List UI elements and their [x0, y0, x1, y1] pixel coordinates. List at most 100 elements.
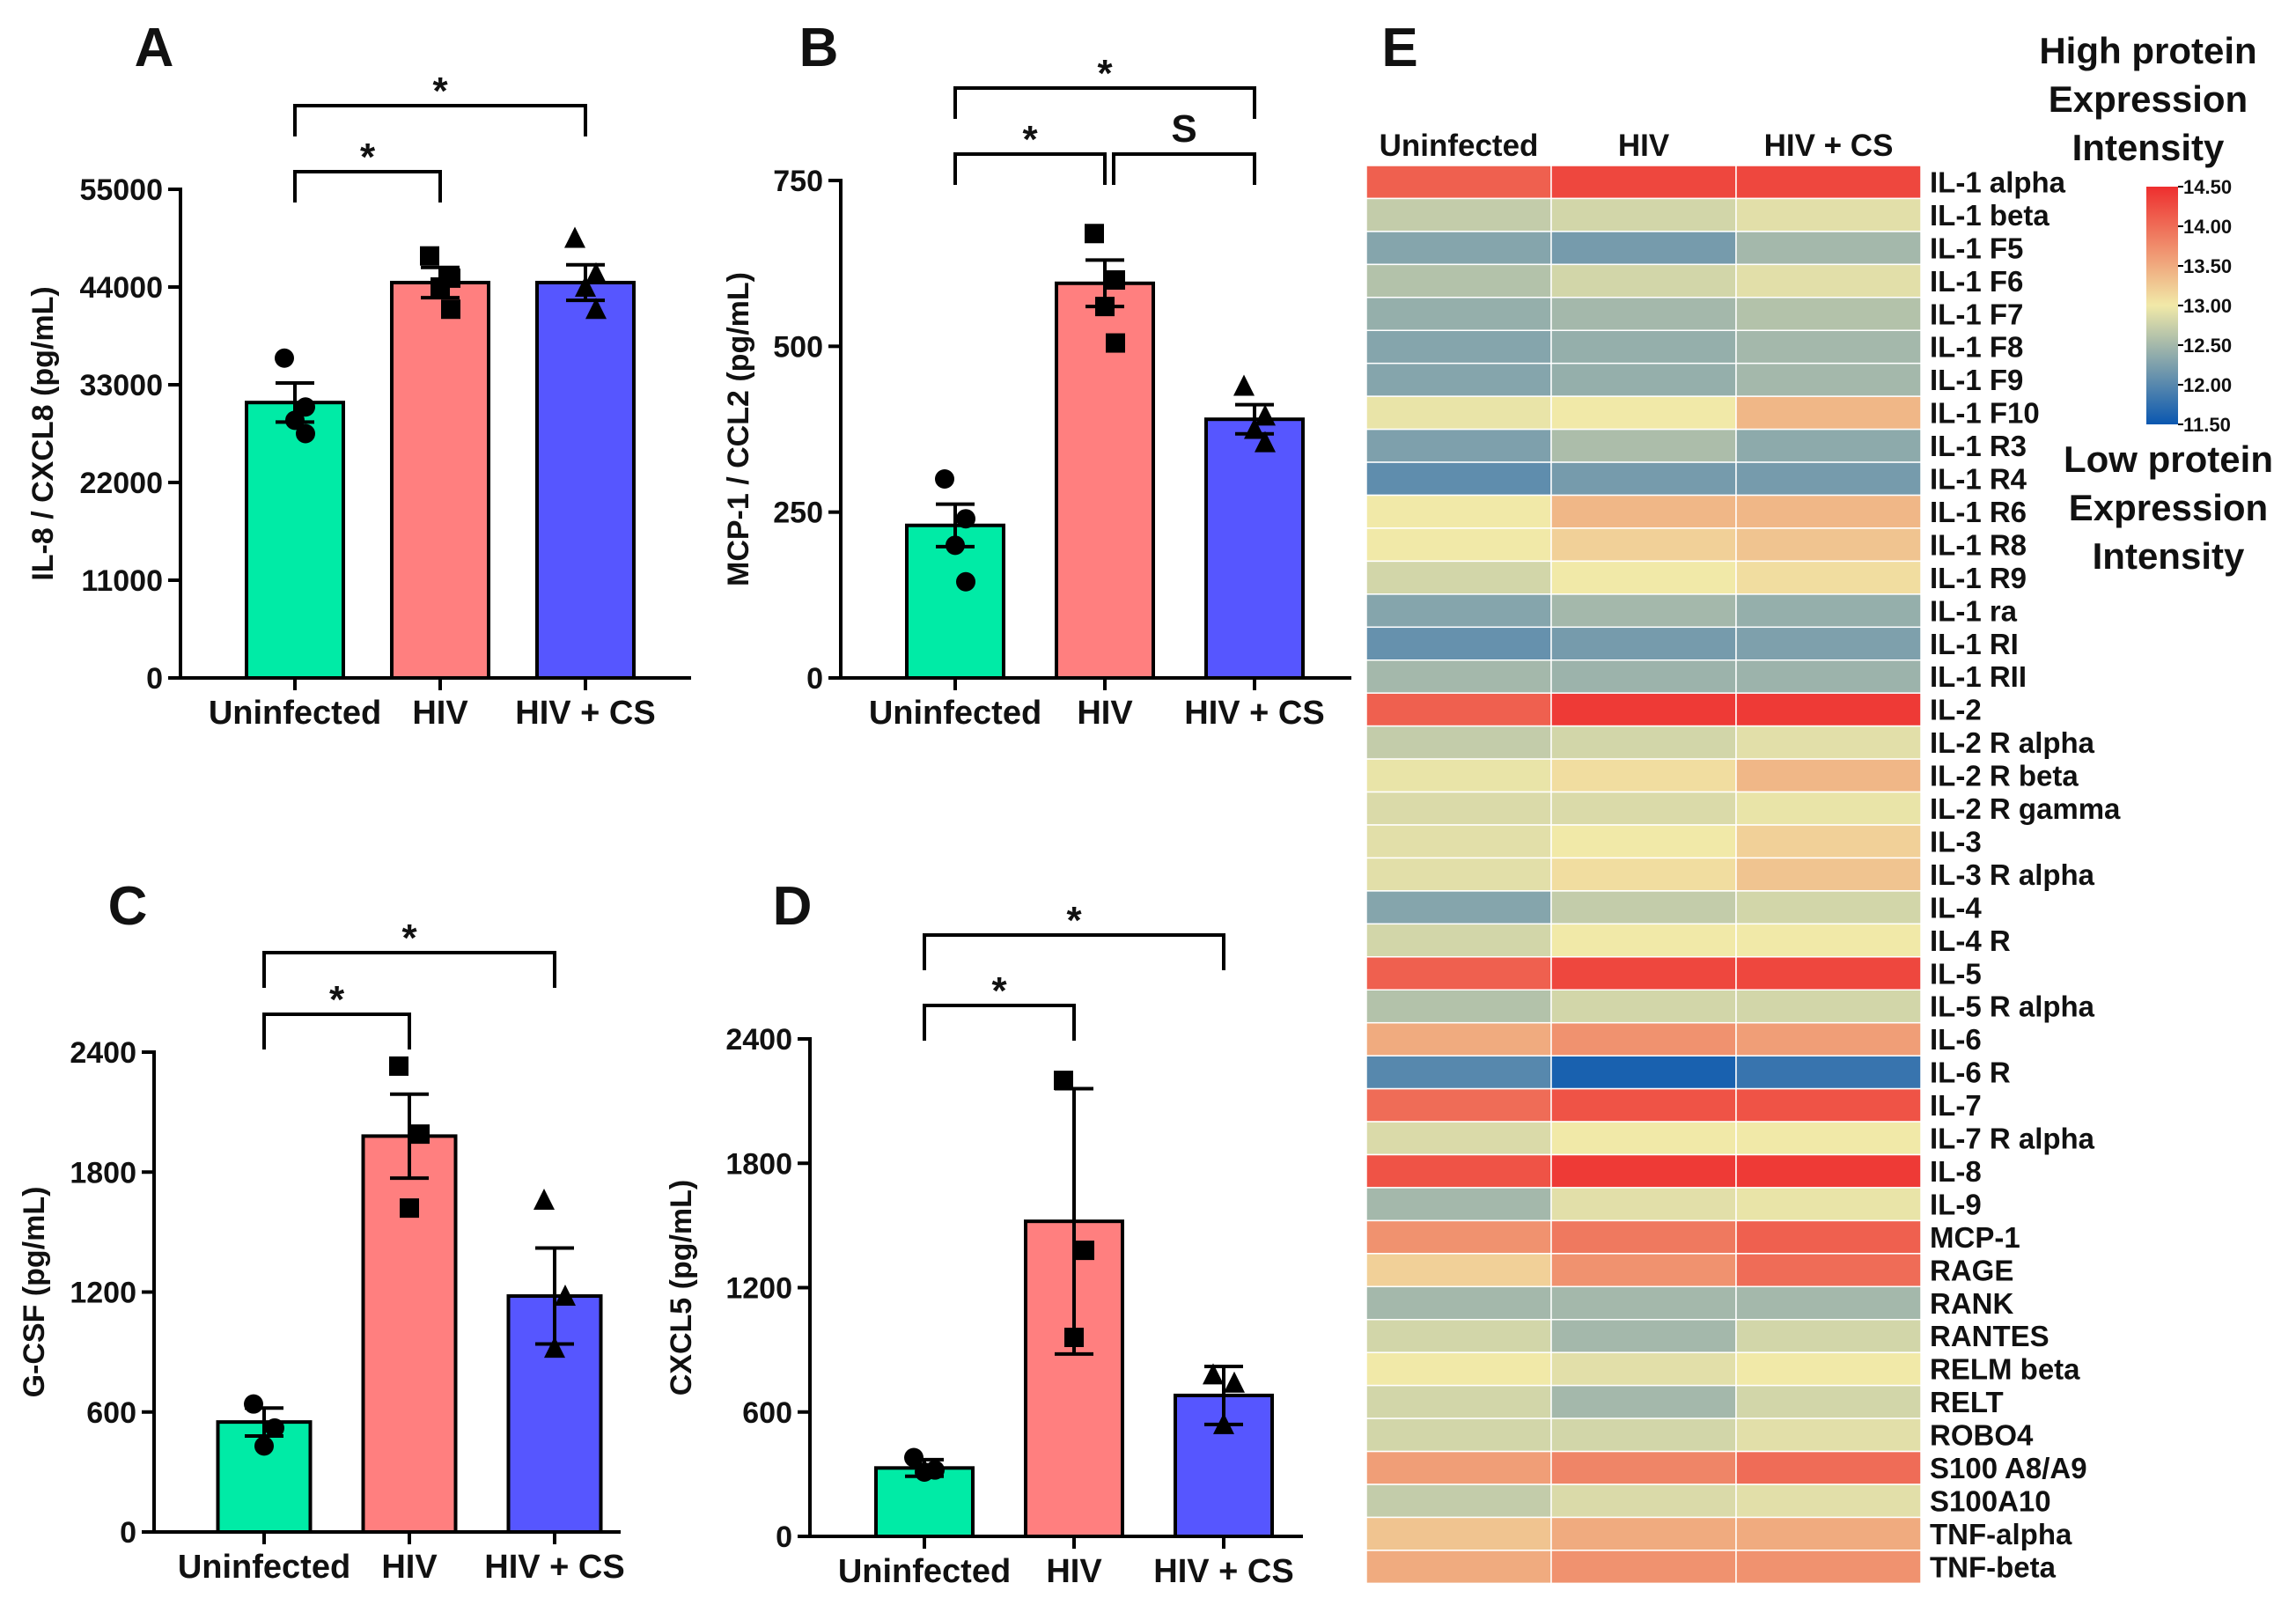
heatmap-cell	[1550, 659, 1737, 694]
heatmap-row-label: IL-1 RI	[1930, 628, 2019, 660]
heatmap-row-label: IL-1 ra	[1930, 594, 2018, 627]
data-point	[1233, 374, 1255, 396]
heatmap-cell	[1550, 758, 1737, 793]
data-point	[420, 246, 439, 266]
data-point	[904, 1447, 924, 1468]
heatmap-row-label: RANK	[1930, 1287, 2013, 1320]
heatmap-cell	[1550, 297, 1737, 331]
data-point	[1106, 333, 1125, 353]
significance-label: *	[432, 70, 448, 113]
bar-hiv-cs	[535, 280, 636, 680]
heatmap-cell	[1365, 659, 1552, 694]
heatmap-cell	[1550, 1450, 1737, 1485]
heatmap-cell	[1365, 461, 1552, 497]
significance-label: *	[329, 978, 345, 1021]
x-category-label: HIV	[381, 1549, 438, 1586]
bar-hiv-cs	[1204, 417, 1305, 680]
colorbar-tick-label: 11.50	[2183, 414, 2231, 436]
data-point	[1054, 1071, 1073, 1091]
colorbar-tick-label: 13.00	[2183, 295, 2232, 317]
colorbar-tick-label: 12.50	[2183, 335, 2232, 357]
heatmap-row-label: IL-5 R alpha	[1930, 990, 2095, 1023]
heatmap-cell	[1735, 560, 1922, 595]
heatmap-cell	[1550, 1121, 1737, 1156]
data-point	[285, 410, 305, 431]
y-axis-title: IL-8 / CXCL8 (pg/mL)	[26, 286, 60, 580]
y-tick-label: 1200	[70, 1277, 136, 1310]
y-tick-label: 0	[806, 662, 823, 696]
x-category-label: Uninfected	[838, 1553, 1011, 1590]
data-point	[1255, 404, 1276, 426]
heatmap-cell	[1365, 1121, 1552, 1156]
data-point	[265, 1418, 284, 1438]
heatmap-row-label: IL-4 R	[1930, 924, 2011, 957]
data-point	[254, 1436, 274, 1456]
heatmap-cell	[1735, 1516, 1922, 1551]
heatmap-cell	[1735, 263, 1922, 298]
heatmap-cell	[1365, 1351, 1552, 1387]
heatmap-row-label: RAGE	[1930, 1254, 2013, 1286]
significance-bracket	[1112, 152, 1256, 185]
heatmap-cell	[1550, 1351, 1737, 1387]
heatmap-cell	[1735, 494, 1922, 529]
data-point	[1106, 270, 1125, 290]
heatmap-cell	[1550, 1384, 1737, 1419]
heatmap-cell	[1735, 1021, 1922, 1057]
heatmap-cell	[1550, 857, 1737, 892]
heatmap-cell	[1550, 428, 1737, 463]
heatmap-row-label: IL-3 R alpha	[1930, 858, 2095, 891]
data-point	[410, 1124, 430, 1145]
data-point	[946, 535, 965, 556]
data-point	[555, 1285, 576, 1307]
heatmap-column-label: HIV + CS	[1764, 129, 1894, 163]
heatmap-cell	[1735, 758, 1922, 793]
data-point	[1085, 224, 1104, 244]
data-point	[956, 571, 975, 592]
data-point	[275, 348, 294, 368]
heatmap-cell	[1735, 593, 1922, 629]
heatmap-cell	[1365, 1253, 1552, 1288]
heatmap-cell	[1550, 1055, 1737, 1090]
data-point	[564, 226, 585, 248]
data-point	[441, 299, 460, 320]
significance-label: *	[1066, 899, 1082, 942]
heatmap-cell	[1365, 626, 1552, 661]
data-point	[400, 1198, 419, 1219]
heatmap-cell	[1735, 1153, 1922, 1189]
heatmap-cell	[1735, 329, 1922, 365]
heatmap-cell	[1735, 1484, 1922, 1519]
heatmap-cell	[1550, 1021, 1737, 1057]
data-point	[296, 397, 315, 417]
heatmap-cell	[1365, 1319, 1552, 1353]
x-category-label: HIV	[1046, 1553, 1102, 1590]
y-tick-label: 0	[146, 662, 163, 696]
heatmap-cell	[1550, 231, 1737, 266]
heatmap-column-label: Uninfected	[1380, 129, 1539, 163]
heatmap-cell	[1365, 824, 1552, 859]
heatmap-cell	[1365, 297, 1552, 331]
heatmap-cell	[1735, 1384, 1922, 1419]
data-point	[1213, 1412, 1234, 1434]
heatmap-cell	[1365, 1550, 1552, 1585]
significance-label: S	[1171, 107, 1196, 151]
data-point	[1255, 431, 1276, 453]
data-point	[585, 261, 607, 284]
data-point	[1075, 1241, 1094, 1261]
heatmap-cell	[1735, 395, 1922, 431]
y-tick-label: 0	[120, 1516, 136, 1550]
heatmap-row-label: IL-2	[1930, 694, 1982, 726]
heatmap-row-label: RELT	[1930, 1386, 2004, 1418]
heatmap-cell	[1365, 1021, 1552, 1057]
y-tick-label: 1800	[70, 1156, 136, 1189]
heatmap-column-label: HIV	[1618, 129, 1670, 163]
panel-letter: D	[773, 876, 813, 937]
x-category-label: HIV	[412, 695, 468, 732]
low-expression-label: Low protein	[2064, 438, 2273, 480]
heatmap-cell	[1735, 1550, 1922, 1585]
heatmap-cell	[1365, 197, 1552, 232]
y-tick-label: 33000	[79, 369, 163, 402]
heatmap-cell	[1365, 725, 1552, 760]
significance-bracket	[293, 104, 587, 136]
significance-bracket	[262, 1013, 411, 1049]
